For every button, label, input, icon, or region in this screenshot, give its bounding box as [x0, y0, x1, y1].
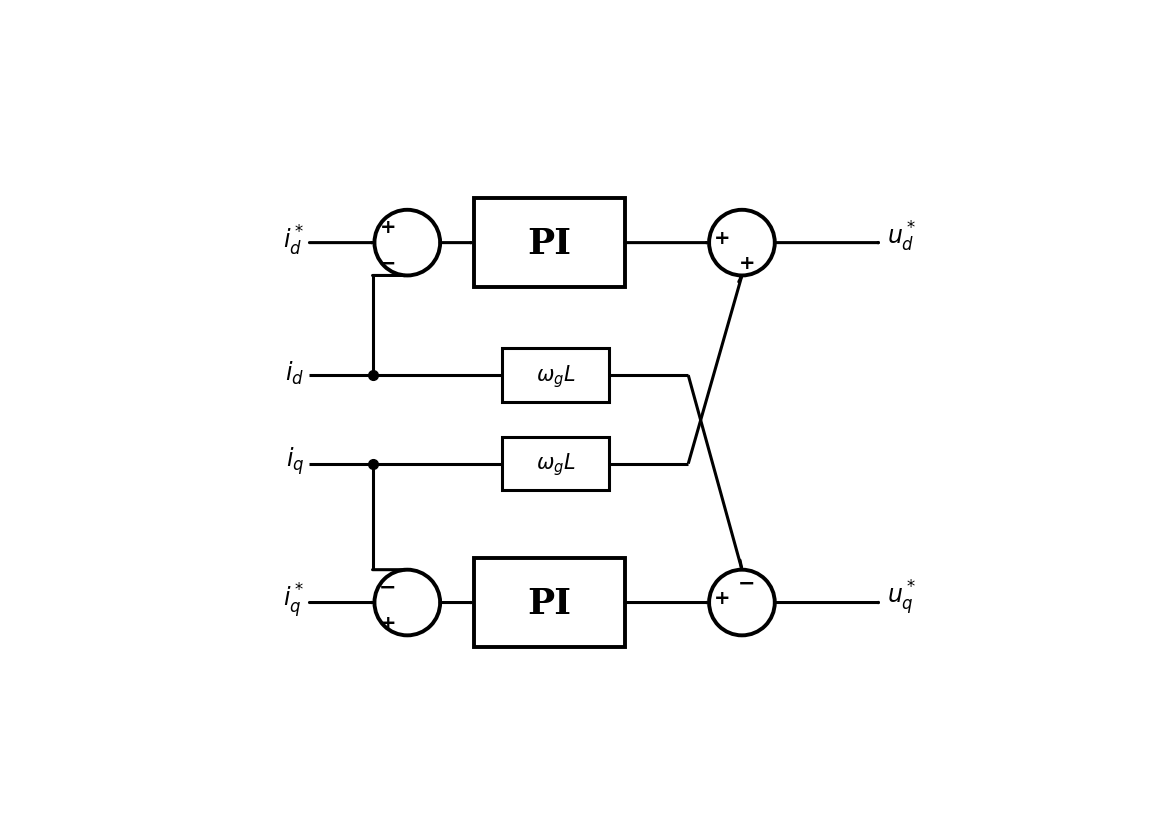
- Text: $\omega_g L$: $\omega_g L$: [536, 362, 576, 389]
- Text: +: +: [379, 613, 396, 631]
- Text: PI: PI: [528, 586, 571, 620]
- Bar: [502, 437, 609, 491]
- Text: −: −: [379, 577, 396, 596]
- Text: $i_q^*$: $i_q^*$: [283, 581, 304, 619]
- Text: +: +: [379, 217, 396, 237]
- Text: PI: PI: [528, 226, 571, 260]
- Text: $u_q^*$: $u_q^*$: [887, 577, 916, 616]
- Text: $\omega_g L$: $\omega_g L$: [536, 450, 576, 477]
- Bar: [473, 559, 626, 647]
- Text: $u_d^*$: $u_d^*$: [887, 220, 916, 254]
- Text: −: −: [738, 573, 756, 593]
- Text: $i_d^*$: $i_d^*$: [283, 223, 304, 257]
- Text: +: +: [714, 588, 730, 608]
- Text: +: +: [714, 229, 730, 248]
- Bar: [502, 349, 609, 403]
- Text: +: +: [738, 253, 755, 273]
- Bar: [473, 199, 626, 287]
- Text: −: −: [379, 253, 396, 273]
- Text: $i_d$: $i_d$: [286, 359, 304, 387]
- Text: $i_q$: $i_q$: [286, 445, 304, 477]
